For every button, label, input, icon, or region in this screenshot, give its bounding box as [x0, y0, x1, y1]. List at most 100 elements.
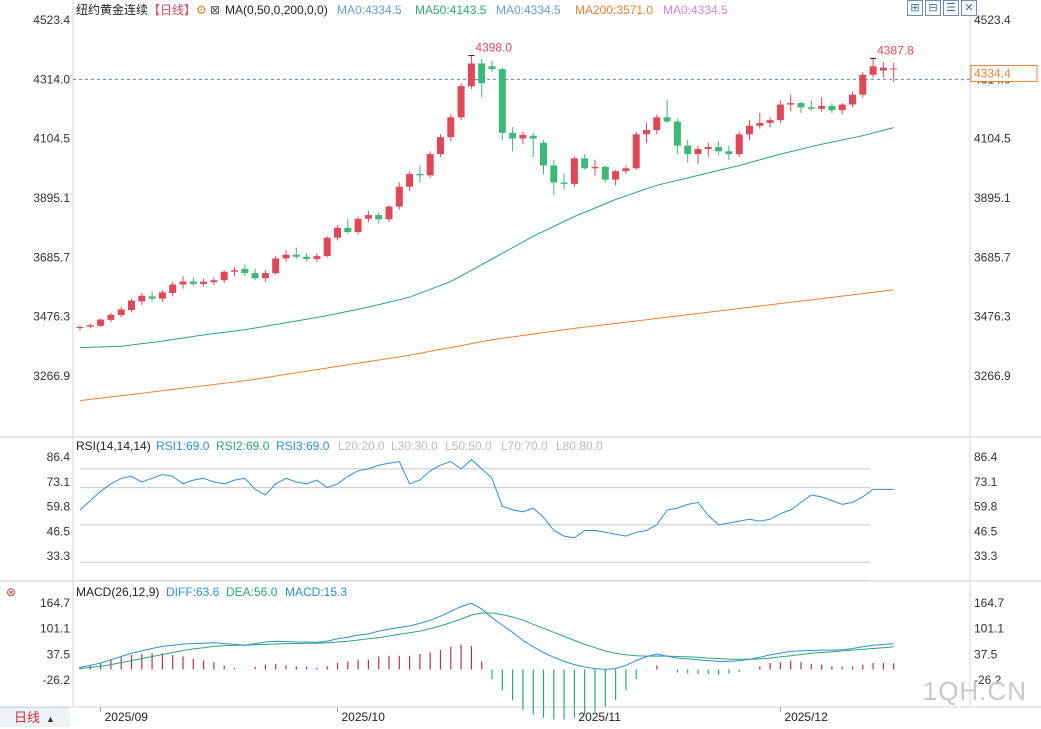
diff-line [79, 602, 894, 670]
zoom-out-icon[interactable]: ⊟ [925, 0, 941, 16]
candle-body [282, 254, 290, 259]
gear-icon[interactable]: ⚙ [196, 3, 207, 17]
candle-body [395, 186, 403, 207]
chart-title: 纽约黄金连续 [76, 2, 148, 17]
zoom-in-icon[interactable]: ⊞ [907, 0, 923, 16]
candle-body [807, 107, 815, 109]
date-label: 2025/09 [105, 710, 149, 724]
date-label: 2025/12 [784, 710, 828, 724]
candle-body [86, 325, 94, 327]
candle-body [334, 227, 341, 238]
ma-params: MA(0,50,0,200,0,0) [225, 3, 328, 17]
candlesticks [76, 55, 898, 331]
candle-body [560, 182, 568, 184]
price-tick-left: 3685.7 [33, 250, 70, 264]
rsi-l20: L20:20.0 [338, 439, 385, 453]
price-tick-right: 3895.1 [974, 191, 1011, 205]
candle-body [303, 256, 311, 259]
macd-settings-icon[interactable]: ⊛ [6, 585, 16, 599]
candle [272, 256, 280, 275]
candle [776, 100, 784, 123]
candle [879, 62, 887, 78]
candle-body [612, 171, 620, 180]
candle-body [828, 105, 836, 111]
macd-tick-right: 37.5 [974, 647, 998, 661]
ma200-value: MA200:3571.0 [575, 3, 653, 17]
candle-body [354, 218, 362, 233]
rsi-panel: 86.4 86.4 73.1 73.1 59.8 59.8 46.5 46.5 33.3 33.3 [47, 450, 998, 582]
candle [540, 139, 547, 174]
candle [601, 165, 609, 183]
candle-body [344, 227, 352, 233]
candle-body [437, 137, 444, 155]
ma-indicator-icon[interactable]: ⊠ [210, 3, 220, 17]
peak-annotation: 4387.8 [877, 43, 914, 57]
price-tick-right: 3685.7 [974, 250, 1011, 264]
current-price-box [970, 65, 1038, 83]
price-tick-right: 4104.5 [974, 132, 1011, 146]
macd-tick-right: 101.1 [974, 622, 1004, 636]
candle-body [601, 166, 609, 180]
candle [220, 270, 228, 284]
candle-body [869, 66, 877, 75]
candle-body [375, 215, 383, 220]
candle-body [735, 134, 743, 155]
candle-body [478, 63, 486, 84]
close-icon[interactable]: ✕ [961, 0, 977, 16]
candle-body [148, 296, 156, 299]
candle-body [272, 258, 280, 274]
settings-icon[interactable]: ☰ [943, 0, 959, 16]
candle-body [653, 117, 661, 131]
candle-body [158, 292, 166, 299]
price-tick-left: 3476.3 [33, 310, 70, 324]
candle [457, 83, 465, 121]
candle-body [406, 173, 414, 187]
candle [612, 169, 620, 186]
candle [117, 307, 125, 318]
ma50-value: MA50:4143.5 [415, 3, 487, 17]
candle [509, 127, 517, 152]
candle-body [890, 68, 898, 70]
candle [849, 91, 856, 108]
candle-body [859, 74, 867, 95]
candle-body [581, 158, 589, 169]
candle-body [622, 168, 630, 172]
candle-body [776, 104, 784, 121]
rsi-l80: L80:80.0 [556, 439, 603, 453]
candle-body [715, 147, 723, 152]
macd-value: MACD:15.3 [285, 585, 347, 599]
candle [478, 59, 486, 98]
price-tick-left: 4314.0 [33, 72, 70, 86]
period-select-button[interactable]: 日线 ▲ [0, 707, 70, 727]
ma-value-1: MA0:4334.5 [337, 3, 402, 17]
candle [653, 114, 661, 135]
diff-value: DIFF:63.6 [166, 585, 220, 599]
candle-body [210, 280, 218, 283]
macd-tick-left: 37.5 [47, 647, 71, 661]
candle [364, 210, 372, 223]
main-header: 纽约黄金连续 【日线】 ⚙ ⊠ MA(0,50,0,200,0,0) MA0:4… [76, 2, 728, 17]
candle [622, 165, 630, 174]
candle-body [509, 132, 517, 139]
candle [890, 62, 898, 82]
candle-body [169, 284, 177, 293]
candle [128, 298, 135, 313]
candle-body [746, 125, 753, 135]
candle [807, 100, 815, 111]
ma50-line [79, 127, 894, 349]
candle-body [663, 117, 671, 122]
date-label: 2025/11 [578, 710, 621, 724]
candle [354, 216, 362, 235]
candle-body [385, 206, 393, 220]
candle-body [426, 154, 434, 176]
candle [787, 94, 795, 112]
candle [282, 250, 290, 262]
candle-body [251, 273, 259, 279]
candle-body [467, 63, 475, 87]
candle-body [179, 281, 187, 285]
candle [107, 312, 115, 322]
candle [200, 278, 208, 287]
candle [261, 270, 269, 282]
peak-annotation: 4398.0 [475, 41, 512, 55]
